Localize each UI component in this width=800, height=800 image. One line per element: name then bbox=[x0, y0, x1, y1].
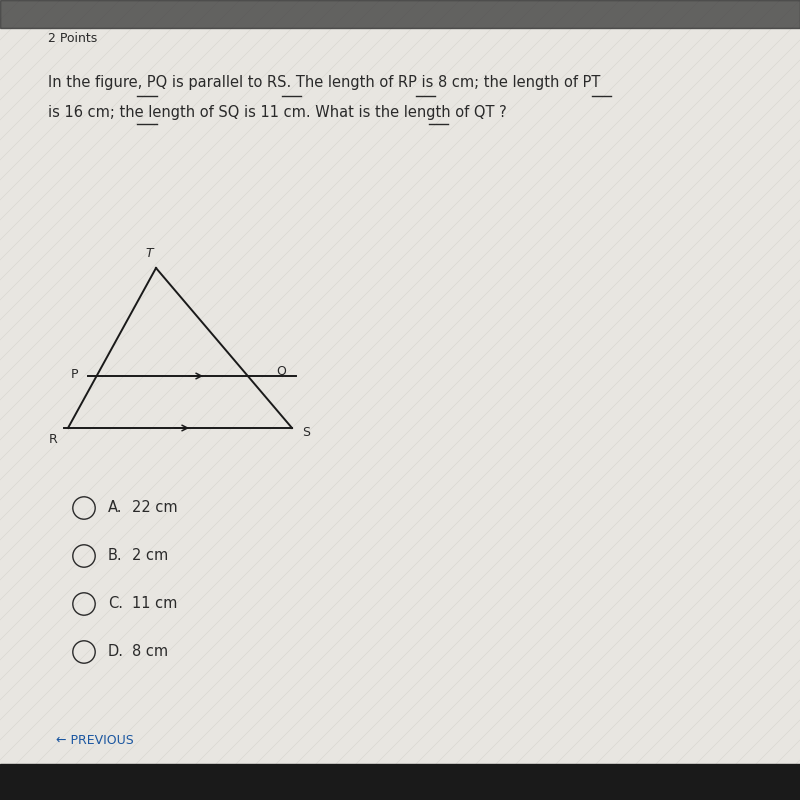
Text: P: P bbox=[70, 368, 78, 381]
Text: D.: D. bbox=[108, 645, 124, 659]
Text: 8 cm: 8 cm bbox=[132, 645, 168, 659]
Text: B.: B. bbox=[108, 549, 122, 563]
Text: 11 cm: 11 cm bbox=[132, 597, 178, 611]
Text: ← PREVIOUS: ← PREVIOUS bbox=[56, 734, 134, 746]
Text: In the figure, PQ is parallel to RS. The length of RP is 8 cm; the length of PT: In the figure, PQ is parallel to RS. The… bbox=[48, 75, 600, 90]
Text: Q: Q bbox=[277, 365, 286, 378]
Text: 22 cm: 22 cm bbox=[132, 501, 178, 515]
Text: C.: C. bbox=[108, 597, 123, 611]
Text: is 16 cm; the length of SQ is 11 cm. What is the length of QT ?: is 16 cm; the length of SQ is 11 cm. Wha… bbox=[48, 105, 506, 119]
Bar bbox=[0, 764, 800, 800]
Bar bbox=[0, 0, 800, 28]
Text: R: R bbox=[50, 433, 58, 446]
Text: T: T bbox=[146, 247, 154, 260]
Text: 2 Points: 2 Points bbox=[48, 32, 98, 45]
Text: S: S bbox=[302, 426, 310, 439]
Text: A.: A. bbox=[108, 501, 122, 515]
Text: 2 cm: 2 cm bbox=[132, 549, 168, 563]
